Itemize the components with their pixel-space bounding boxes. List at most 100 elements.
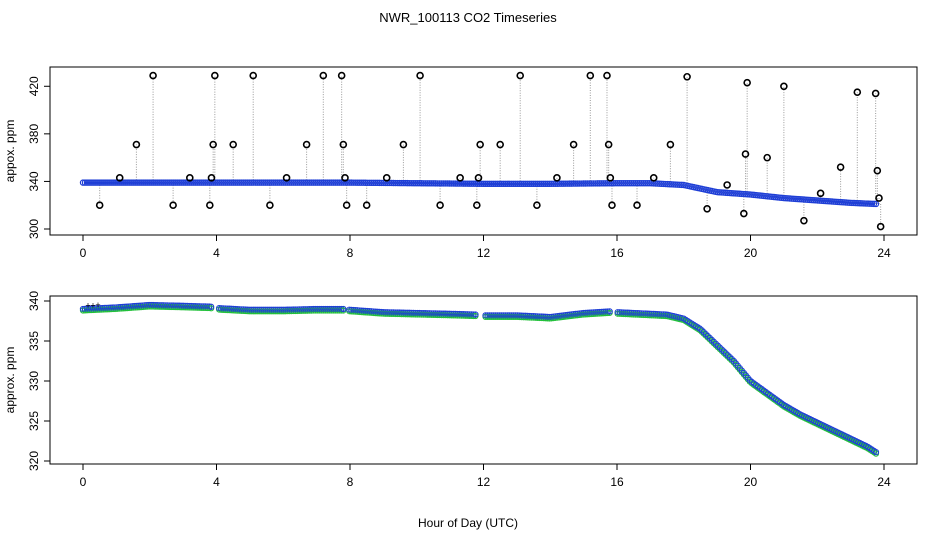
raw-point bbox=[476, 140, 484, 149]
baseline-point bbox=[472, 180, 479, 187]
baseline-point bbox=[566, 180, 573, 187]
raw-point bbox=[229, 140, 237, 149]
baseline-point bbox=[336, 179, 343, 186]
raw-point bbox=[516, 71, 525, 80]
baseline-point bbox=[370, 179, 377, 187]
baseline-point bbox=[262, 179, 269, 186]
baseline-point bbox=[542, 180, 549, 188]
raw-point bbox=[209, 140, 217, 149]
baseline-point bbox=[372, 179, 379, 187]
raw-point bbox=[816, 189, 825, 198]
baseline-point bbox=[568, 180, 575, 187]
raw-point bbox=[206, 201, 214, 210]
baseline-point bbox=[870, 200, 878, 208]
baseline-point bbox=[99, 179, 107, 186]
baseline-point bbox=[640, 180, 647, 187]
baseline-point bbox=[484, 180, 491, 188]
baseline-point bbox=[316, 179, 323, 186]
y-tick-label: 335 bbox=[27, 331, 41, 351]
baseline-point bbox=[330, 179, 337, 186]
baseline-point bbox=[444, 180, 451, 187]
baseline-point bbox=[137, 179, 145, 186]
baseline-point bbox=[550, 180, 557, 187]
baseline-point bbox=[598, 180, 605, 187]
bottom-plot-frame bbox=[49, 295, 918, 465]
baseline-point bbox=[129, 179, 137, 186]
baseline-point bbox=[256, 179, 263, 186]
raw-point bbox=[666, 140, 675, 149]
raw-point bbox=[341, 174, 349, 182]
bottom-x-axis: 0 4 8 12 16 20 24 bbox=[80, 463, 891, 489]
baseline-point bbox=[227, 179, 235, 186]
baseline-point bbox=[862, 200, 870, 207]
baseline-point bbox=[494, 180, 501, 188]
raw-point bbox=[875, 194, 883, 202]
baseline-point bbox=[332, 179, 339, 186]
baseline-point bbox=[446, 180, 453, 187]
raw-point bbox=[339, 140, 348, 149]
baseline-point bbox=[532, 180, 539, 188]
baseline-point bbox=[562, 180, 569, 187]
baseline-point bbox=[482, 180, 489, 188]
baseline-point bbox=[147, 179, 155, 186]
baseline-point bbox=[165, 179, 173, 186]
baseline-point bbox=[348, 179, 355, 186]
flag-mark: + bbox=[95, 300, 100, 310]
x-tick-label: 0 bbox=[80, 475, 87, 489]
raw-point bbox=[382, 174, 391, 182]
raw-point bbox=[873, 166, 882, 175]
raw-point bbox=[703, 204, 711, 213]
baseline-point bbox=[81, 179, 89, 186]
baseline-point bbox=[616, 180, 623, 187]
baseline-point bbox=[93, 179, 101, 186]
raw-point bbox=[800, 216, 808, 225]
baseline-point bbox=[498, 180, 505, 188]
baseline-point bbox=[133, 179, 141, 186]
baseline-point bbox=[79, 179, 87, 186]
baseline-point bbox=[512, 180, 519, 188]
baseline-point bbox=[308, 179, 315, 186]
baseline-point bbox=[642, 180, 649, 187]
baseline-point bbox=[466, 180, 473, 187]
raw-point bbox=[743, 78, 751, 87]
raw-point bbox=[604, 140, 613, 149]
baseline-point bbox=[368, 179, 375, 187]
y-tick-label: 380 bbox=[27, 124, 41, 144]
baseline-point bbox=[504, 180, 511, 188]
baseline-point bbox=[852, 199, 860, 207]
baseline-point bbox=[578, 180, 585, 187]
top-series-layer bbox=[79, 71, 885, 231]
baseline-point bbox=[558, 180, 565, 187]
baseline-point bbox=[594, 180, 601, 187]
baseline-point bbox=[244, 179, 251, 186]
baseline-point bbox=[548, 180, 555, 187]
baseline-point bbox=[318, 179, 325, 186]
baseline-point bbox=[101, 179, 109, 186]
baseline-point bbox=[328, 179, 335, 186]
raw-point bbox=[723, 181, 731, 189]
raw-point bbox=[533, 201, 541, 210]
baseline-point bbox=[402, 179, 409, 187]
baseline-point bbox=[500, 180, 507, 188]
baseline-point bbox=[584, 180, 591, 187]
raw-point bbox=[496, 140, 504, 149]
baseline-point bbox=[502, 180, 509, 188]
baseline-point bbox=[416, 180, 423, 187]
baseline-point bbox=[121, 179, 129, 186]
top-y-axis-label: appox. ppm bbox=[3, 120, 17, 183]
baseline-point bbox=[440, 180, 447, 187]
raw-point bbox=[282, 174, 291, 182]
baseline-point bbox=[159, 179, 167, 186]
baseline-point bbox=[266, 179, 273, 186]
baseline-point bbox=[604, 180, 611, 187]
baseline-point bbox=[207, 179, 215, 186]
baseline-point bbox=[298, 179, 305, 186]
baseline-point bbox=[362, 179, 369, 186]
x-tick-label: 20 bbox=[744, 246, 758, 260]
baseline-point bbox=[530, 180, 537, 188]
baseline-point bbox=[624, 180, 631, 187]
baseline-point bbox=[428, 180, 435, 187]
baseline-point bbox=[302, 179, 309, 186]
x-tick-label: 4 bbox=[213, 475, 220, 489]
baseline-point bbox=[278, 179, 285, 186]
